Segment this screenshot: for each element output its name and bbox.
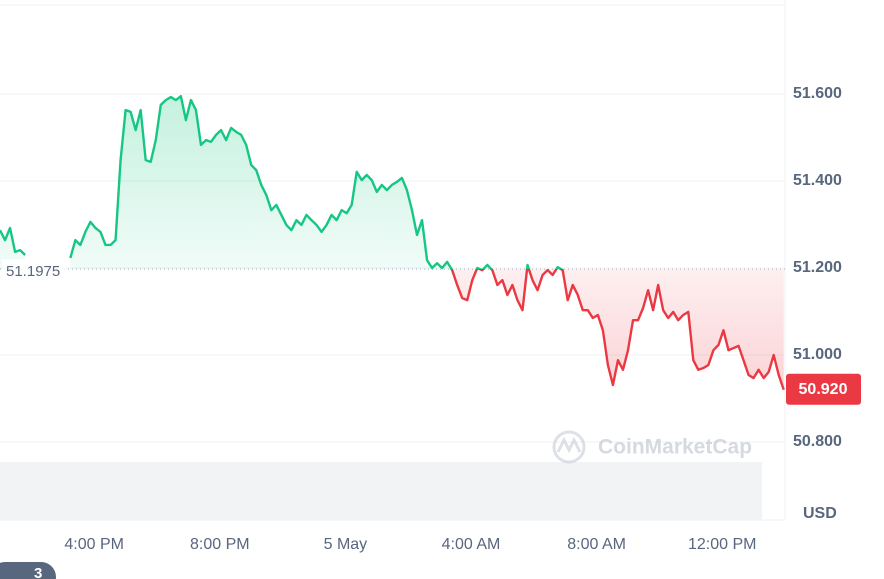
y-tick-label: 50.800 [793,433,842,450]
baseline-label-bg [2,259,66,280]
x-tick-label: 12:00 PM [688,536,756,553]
x-tick-label: 8:00 AM [567,536,626,553]
x-tick-label: 4:00 PM [64,536,124,553]
history-badge[interactable]: 3 [0,562,56,579]
price-line [0,94,785,391]
y-tick-label: 51.600 [793,85,842,102]
price-marker [786,373,861,405]
badge-text: 3 [34,565,42,579]
y-tick-label: 51.400 [793,172,842,189]
y-tick-label: 51.000 [793,346,842,363]
volume-band [0,462,762,520]
x-tick-label: 8:00 PM [190,536,250,553]
watermark: CoinMarketCap [552,430,752,464]
baseline-label: 51.1975 [6,263,60,280]
badge-bg [0,562,56,579]
x-tick-label: 4:00 AM [442,536,501,553]
x-tick-label: 5 May [324,536,368,553]
price-area [0,96,784,390]
watermark-text: CoinMarketCap [598,436,752,459]
unit-label: USD [803,505,837,522]
y-tick-label: 51.200 [793,259,842,276]
price-marker-label: 50.920 [799,381,848,398]
